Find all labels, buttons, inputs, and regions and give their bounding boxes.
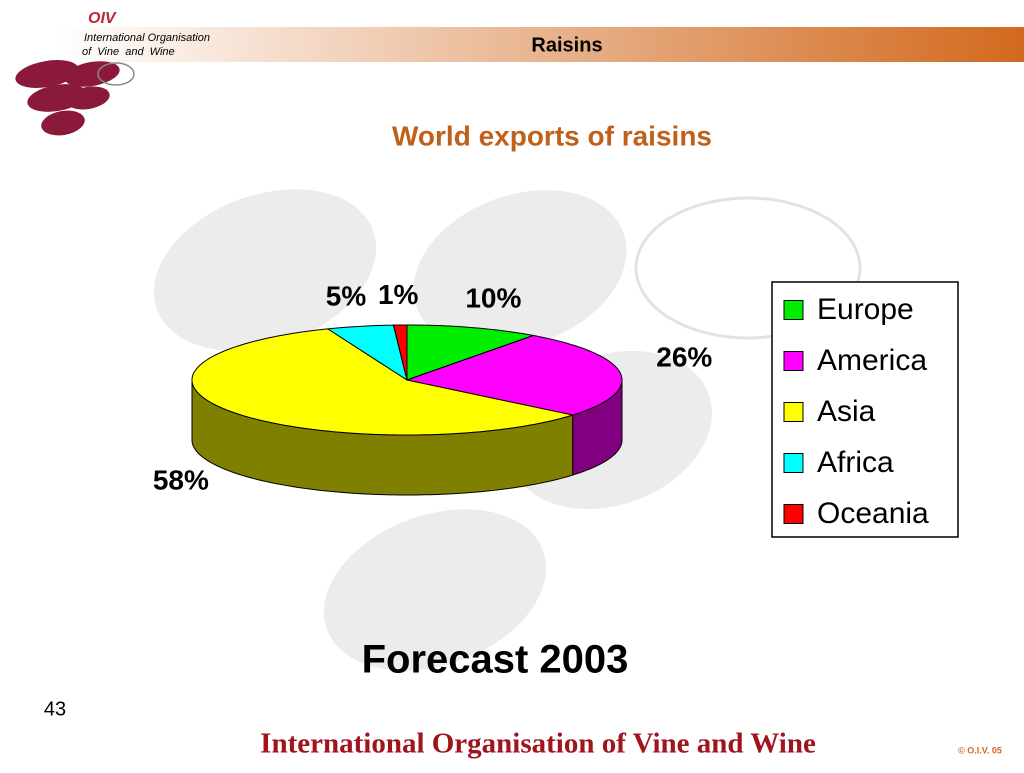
legend-label: Oceania [817, 497, 929, 530]
slide-number: 43 [44, 698, 66, 720]
legend-swatch [783, 402, 804, 422]
header-bar [60, 27, 1024, 62]
slice [191, 328, 573, 436]
data-label: 10% [465, 282, 521, 313]
legend-label: Asia [817, 395, 876, 428]
legend-swatch [783, 300, 804, 320]
legend-swatch [783, 351, 804, 371]
legend: Europe America Asia Africa Oceania [783, 293, 929, 530]
legend-swatch [783, 453, 804, 473]
legend-swatch [783, 504, 804, 524]
slice [392, 324, 408, 381]
slice [326, 324, 408, 382]
org-line: of Vine and Wine [82, 46, 175, 58]
data-label: 5% [326, 281, 367, 312]
logo [15, 60, 135, 136]
legend-label: Africa [817, 446, 894, 479]
slice [406, 324, 536, 381]
data-label: 58% [153, 464, 209, 495]
header-title: Raisins [531, 34, 602, 56]
copyright: © O.I.V. 05 [958, 745, 1002, 755]
chart-subtitle: Forecast 2003 [362, 638, 629, 682]
logo-text: OIV [88, 10, 117, 27]
chart-title: World exports of raisins [392, 120, 712, 151]
pie: 10% 26% 58% 5% 1% [153, 279, 712, 496]
legend-label: America [817, 344, 927, 377]
footer: International Organisation of Vine and W… [260, 728, 816, 760]
legend-label: Europe [817, 293, 914, 326]
data-label: 1% [378, 279, 419, 310]
org-line: International Organisation [84, 32, 210, 44]
data-label: 26% [656, 341, 712, 372]
slice [405, 334, 623, 416]
